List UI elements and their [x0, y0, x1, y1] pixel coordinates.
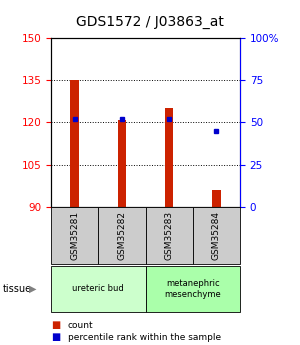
Text: ▶: ▶ — [29, 284, 37, 294]
Bar — [51, 266, 146, 312]
Text: GSM35281: GSM35281 — [70, 211, 79, 260]
Bar — [146, 207, 193, 264]
Bar — [51, 207, 98, 264]
Bar — [193, 207, 240, 264]
Text: tissue: tissue — [3, 284, 32, 294]
Text: GSM35284: GSM35284 — [212, 211, 221, 260]
Text: count: count — [68, 321, 93, 330]
Text: GDS1572 / J03863_at: GDS1572 / J03863_at — [76, 16, 224, 29]
Text: percentile rank within the sample: percentile rank within the sample — [68, 333, 220, 342]
Text: GSM35283: GSM35283 — [165, 211, 174, 260]
Text: metanephric
mesenchyme: metanephric mesenchyme — [164, 279, 221, 299]
Text: ■: ■ — [51, 333, 60, 342]
Bar — [165, 108, 173, 207]
Text: ureteric bud: ureteric bud — [72, 284, 124, 294]
Bar — [146, 266, 240, 312]
Bar — [98, 207, 146, 264]
Bar — [212, 190, 220, 207]
Bar — [70, 80, 79, 207]
Text: GSM35282: GSM35282 — [117, 211, 126, 260]
Text: ■: ■ — [51, 321, 60, 330]
Bar — [118, 120, 126, 207]
